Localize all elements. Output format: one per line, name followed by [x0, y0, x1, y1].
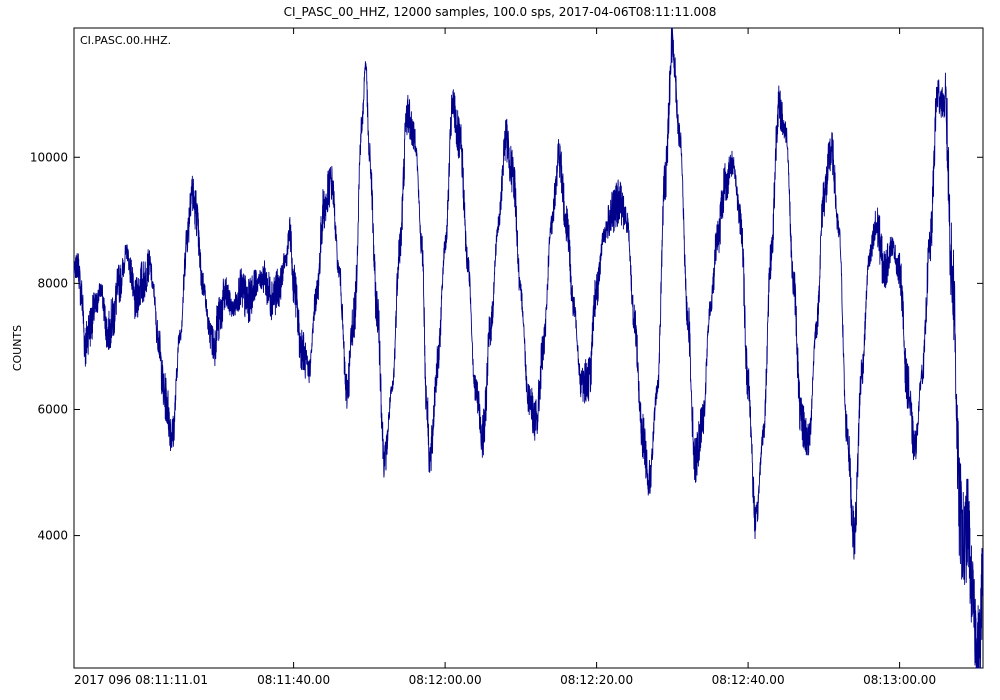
x-tick-label: 08:13:00.00: [863, 673, 936, 687]
y-tick-label: 4000: [37, 529, 68, 543]
x-tick-label: 08:12:40.00: [712, 673, 785, 687]
y-tick-label: 8000: [37, 276, 68, 290]
x-tick-label: 08:11:40.00: [257, 673, 330, 687]
x-tick-label: 2017 096 08:11:11.01: [74, 673, 208, 687]
y-tick-label: 10000: [30, 150, 68, 164]
trace-label: CI.PASC.00.HHZ.: [80, 34, 171, 47]
series-line: [73, 27, 984, 669]
y-axis: 4000 6000 8000 10000: [30, 150, 983, 543]
x-tick-label: 08:12:00.00: [409, 673, 482, 687]
y-axis-label: COUNTS: [11, 325, 24, 371]
x-axis: 2017 096 08:11:11.01 08:11:40.00 08:12:00.…: [73, 28, 936, 687]
chart-title: CI_PASC_00_HHZ, 12000 samples, 100.0 sps…: [284, 5, 717, 19]
y-tick-label: 6000: [37, 402, 68, 416]
x-tick-label: 08:12:20.00: [560, 673, 633, 687]
waveform-trace: [73, 27, 984, 669]
